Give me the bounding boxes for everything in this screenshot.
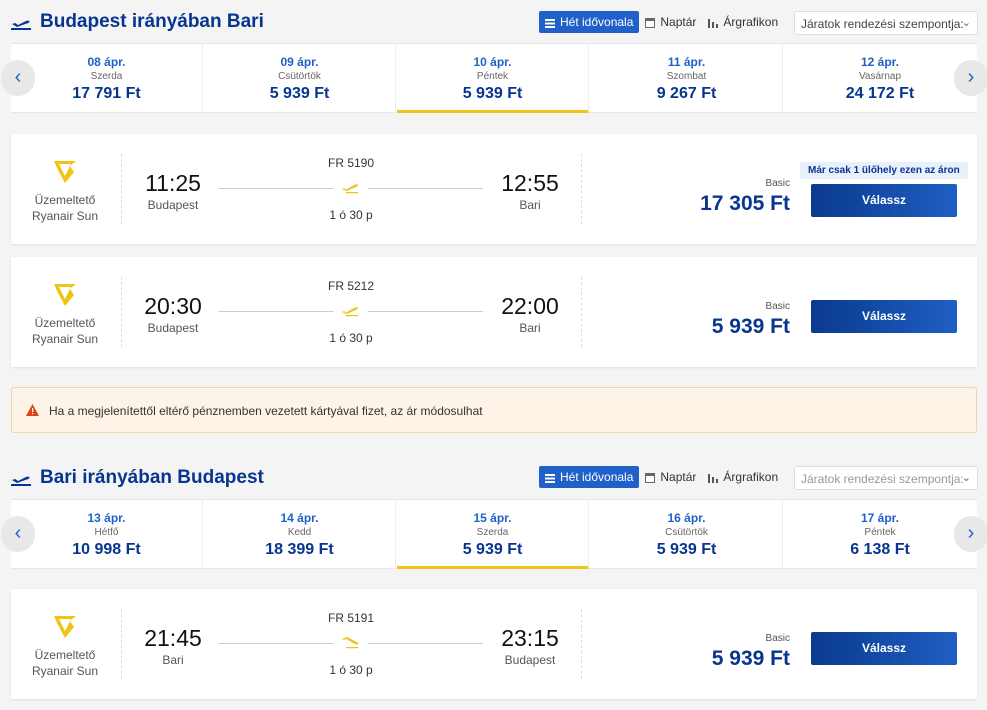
plane-icon bbox=[342, 307, 359, 317]
date-cell[interactable]: 11 ápr. Szombat 9 267 Ft bbox=[591, 44, 783, 113]
next-dates-button[interactable]: › bbox=[954, 60, 987, 96]
departure-plane-icon bbox=[11, 20, 31, 30]
route-line bbox=[219, 311, 334, 312]
date-cell[interactable]: 12 ápr. Vasárnap 24 172 Ft bbox=[845, 55, 915, 102]
chevron-down-icon: ⌄ bbox=[961, 17, 971, 29]
route-line bbox=[368, 188, 483, 189]
arrival-time: 22:00 bbox=[501, 293, 559, 319]
seat-availability-badge: Már csak 1 ülőhely ezen az áron bbox=[800, 162, 968, 179]
route-line bbox=[368, 311, 483, 312]
calendar-icon bbox=[645, 472, 656, 483]
flight-number: FR 5191 bbox=[327, 611, 375, 625]
bar-chart-icon bbox=[708, 472, 719, 483]
departure-place: Budapest bbox=[147, 321, 199, 335]
date-cell[interactable]: 13 ápr. Hétfő 10 998 Ft bbox=[11, 500, 203, 569]
flight-card: Üzemeltető Ryanair Sun 11:25 Budapest FR… bbox=[11, 134, 977, 244]
departure-place: Budapest bbox=[147, 198, 199, 212]
list-icon bbox=[545, 17, 555, 28]
route-line bbox=[219, 188, 334, 189]
bar-chart-icon bbox=[708, 17, 719, 28]
select-flight-button[interactable]: Válassz bbox=[811, 184, 957, 217]
date-strip-outbound: 08 ápr. Szerda 17 791 Ft 09 ápr. Csütörtök 5… bbox=[1, 43, 987, 113]
divider bbox=[121, 154, 122, 224]
flight-number: FR 5190 bbox=[327, 156, 375, 170]
flight-price: 17 305 Ft bbox=[700, 192, 790, 215]
divider bbox=[581, 277, 582, 347]
divider bbox=[121, 609, 122, 679]
currency-warning: Ha a megjelenítettől eltérő pénznemben v… bbox=[11, 387, 977, 433]
arrival-place: Bari bbox=[519, 198, 541, 212]
route-line bbox=[219, 643, 334, 644]
arrival-place: Bari bbox=[519, 321, 541, 335]
plane-landing-icon bbox=[342, 637, 359, 649]
date-cell[interactable]: 14 ápr. Kedd 18 399 Ft bbox=[204, 500, 396, 569]
price-graph-view-button[interactable]: Árgrafikon bbox=[702, 466, 784, 488]
chevron-down-icon: ⌄ bbox=[961, 472, 971, 484]
chevron-left-icon: ‹ bbox=[14, 66, 22, 88]
departure-time: 20:30 bbox=[144, 293, 202, 319]
prev-dates-button[interactable]: ‹ bbox=[1, 516, 35, 552]
sort-select[interactable]: Járatok rendezési szempontja: ⌄ bbox=[794, 11, 978, 35]
flight-price: 5 939 Ft bbox=[711, 315, 790, 338]
fare-type: Basic bbox=[765, 633, 790, 644]
flight-card: Üzemeltető Ryanair Sun 21:45 Bari FR 519… bbox=[11, 589, 977, 699]
list-icon bbox=[545, 472, 555, 483]
plane-icon bbox=[342, 184, 359, 194]
warning-icon bbox=[26, 404, 39, 416]
arrival-time: 12:55 bbox=[501, 170, 559, 196]
section-title: Bari irányában Budapest bbox=[40, 467, 264, 488]
fare-type: Basic bbox=[765, 178, 790, 189]
sort-select[interactable]: Járatok rendezési szempontja: ⌄ bbox=[794, 466, 978, 490]
date-cell[interactable]: 16 ápr. Csütörtök 5 939 Ft bbox=[591, 500, 783, 569]
calendar-icon bbox=[645, 17, 656, 28]
date-cell-selected[interactable]: 10 ápr. Péntek 5 939 Ft bbox=[397, 44, 589, 113]
airline-info: Üzemeltető Ryanair Sun bbox=[25, 281, 105, 347]
date-strip-inbound: 13 ápr. Hétfő 10 998 Ft 14 ápr. Kedd 18 399 … bbox=[1, 499, 987, 569]
warning-text: Ha a megjelenítettől eltérő pénznemben v… bbox=[49, 404, 483, 418]
flight-duration: 1 ó 30 p bbox=[329, 663, 373, 677]
outbound-header: Budapest irányában Bari Hét idővonala Na… bbox=[0, 8, 987, 38]
date-cell[interactable]: 17 ápr. Péntek 6 138 Ft bbox=[850, 511, 910, 558]
divider bbox=[581, 154, 582, 224]
select-flight-button[interactable]: Válassz bbox=[811, 632, 957, 665]
departure-time: 21:45 bbox=[144, 625, 202, 651]
divider bbox=[581, 609, 582, 679]
date-cell[interactable]: 08 ápr. Szerda 17 791 Ft bbox=[11, 44, 203, 113]
chevron-right-icon: › bbox=[967, 66, 975, 88]
flight-price: 5 939 Ft bbox=[711, 647, 790, 670]
view-toggle: Hét idővonala Naptár Árgrafikon bbox=[539, 11, 784, 33]
calendar-view-button[interactable]: Naptár bbox=[639, 466, 702, 488]
timeline-view-button[interactable]: Hét idővonala bbox=[539, 11, 640, 33]
flight-number: FR 5212 bbox=[327, 279, 375, 293]
chevron-left-icon: ‹ bbox=[14, 522, 22, 544]
fare-type: Basic bbox=[765, 301, 790, 312]
calendar-view-button[interactable]: Naptár bbox=[639, 11, 702, 33]
inbound-header: Bari irányában Budapest Hét idővonala Na… bbox=[0, 464, 987, 494]
view-toggle: Hét idővonala Naptár Árgrafikon bbox=[539, 466, 784, 488]
departure-place: Bari bbox=[162, 653, 184, 667]
select-flight-button[interactable]: Válassz bbox=[811, 300, 957, 333]
flight-duration: 1 ó 30 p bbox=[329, 208, 373, 222]
date-cell[interactable]: 09 ápr. Csütörtök 5 939 Ft bbox=[204, 44, 396, 113]
price-graph-view-button[interactable]: Árgrafikon bbox=[702, 11, 784, 33]
timeline-view-button[interactable]: Hét idővonala bbox=[539, 466, 640, 488]
route-line bbox=[368, 643, 483, 644]
next-dates-button[interactable]: › bbox=[954, 516, 987, 552]
flight-card: Üzemeltető Ryanair Sun 20:30 Budapest FR… bbox=[11, 257, 977, 367]
arrival-place: Budapest bbox=[504, 653, 556, 667]
return-plane-icon bbox=[11, 476, 31, 486]
airline-info: Üzemeltető Ryanair Sun bbox=[25, 158, 105, 224]
flight-duration: 1 ó 30 p bbox=[329, 331, 373, 345]
ryanair-logo-icon bbox=[54, 616, 76, 638]
departure-time: 11:25 bbox=[145, 170, 201, 196]
ryanair-logo-icon bbox=[54, 161, 76, 183]
arrival-time: 23:15 bbox=[501, 625, 559, 651]
airline-info: Üzemeltető Ryanair Sun bbox=[25, 613, 105, 679]
section-title: Budapest irányában Bari bbox=[40, 11, 264, 32]
date-cell-selected[interactable]: 15 ápr. Szerda 5 939 Ft bbox=[397, 500, 589, 569]
divider bbox=[121, 277, 122, 347]
chevron-right-icon: › bbox=[967, 522, 975, 544]
ryanair-logo-icon bbox=[54, 284, 76, 306]
prev-dates-button[interactable]: ‹ bbox=[1, 60, 35, 96]
